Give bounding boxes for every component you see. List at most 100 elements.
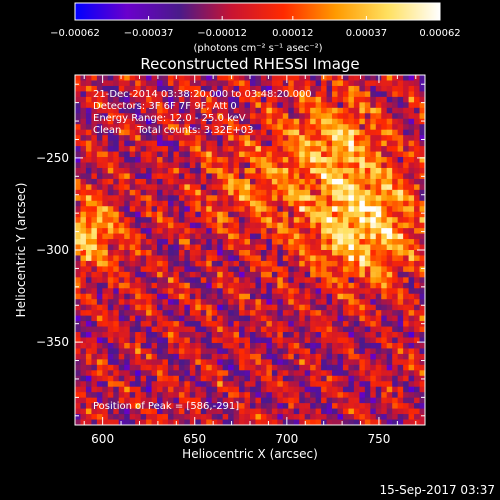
- heatmap-cell: [244, 239, 251, 245]
- heatmap-cell: [228, 146, 234, 152]
- heatmap-cell: [113, 260, 120, 267]
- heatmap-cell: [244, 299, 251, 306]
- heatmap-cell: [359, 293, 366, 300]
- heatmap-cell: [135, 364, 142, 371]
- heatmap-cell: [107, 386, 114, 393]
- heatmap-cell: [321, 173, 327, 180]
- heatmap-cell: [342, 244, 349, 251]
- heatmap-cell: [167, 315, 174, 322]
- heatmap-cell: [337, 304, 344, 311]
- heatmap-cell: [211, 315, 218, 322]
- heatmap-cell: [200, 299, 207, 306]
- heatmap-cell: [85, 107, 92, 114]
- heatmap-cell: [146, 211, 152, 218]
- heatmap-cell: [370, 200, 377, 207]
- heatmap-cell: [250, 80, 256, 87]
- heatmap-cell: [162, 321, 169, 327]
- heatmap-cell: [217, 288, 224, 295]
- heatmap-cell: [293, 189, 300, 196]
- heatmap-cell: [200, 348, 207, 355]
- heatmap-cell: [315, 162, 322, 169]
- heatmap-cell: [364, 228, 371, 234]
- heatmap-cell: [113, 342, 120, 349]
- heatmap-cell: [326, 364, 333, 371]
- heatmap-cell: [206, 348, 213, 355]
- heatmap-cell: [260, 211, 267, 218]
- heatmap-cell: [178, 375, 185, 382]
- heatmap-cell: [189, 129, 196, 136]
- heatmap-cell: [146, 359, 152, 366]
- heatmap-cell: [386, 386, 393, 393]
- heatmap-cell: [332, 140, 338, 147]
- heatmap-cell: [206, 118, 213, 125]
- heatmap-cell: [337, 293, 344, 300]
- heatmap-cell: [293, 211, 300, 218]
- heatmap-cell: [107, 217, 114, 224]
- heatmap-cell: [419, 392, 426, 399]
- heatmap-cell: [167, 359, 174, 366]
- heatmap-cell: [403, 233, 409, 240]
- heatmap-cell: [266, 222, 273, 229]
- heatmap-cell: [211, 129, 218, 136]
- heatmap-cell: [140, 151, 147, 158]
- heatmap-cell: [271, 140, 278, 147]
- heatmap-cell: [162, 222, 169, 229]
- heatmap-cell: [206, 326, 213, 333]
- heatmap-cell: [107, 332, 114, 338]
- heatmap-cell: [260, 189, 267, 196]
- heatmap-cell: [206, 250, 213, 256]
- heatmap-cell: [414, 107, 420, 114]
- heatmap-cell: [233, 102, 240, 109]
- heatmap-cell: [271, 146, 278, 152]
- heatmap-cell: [250, 370, 256, 377]
- heatmap-cell: [414, 414, 420, 420]
- heatmap-cell: [162, 381, 169, 388]
- heatmap-cell: [321, 146, 327, 152]
- heatmap-cell: [151, 326, 158, 333]
- heatmap-cell: [266, 321, 273, 327]
- heatmap-cell: [75, 239, 81, 245]
- heatmap-cell: [293, 157, 300, 163]
- heatmap-cell: [195, 304, 202, 311]
- heatmap-cell: [337, 206, 344, 213]
- heatmap-cell: [206, 414, 213, 420]
- heatmap-cell: [211, 244, 218, 251]
- heatmap-cell: [211, 157, 218, 163]
- heatmap-cell: [124, 271, 131, 278]
- heatmap-cell: [91, 167, 98, 174]
- heatmap-cell: [375, 310, 382, 317]
- heatmap-cell: [364, 162, 371, 169]
- heatmap-cell: [102, 151, 109, 158]
- heatmap-cell: [321, 353, 327, 360]
- heatmap-cell: [233, 386, 240, 393]
- heatmap-cell: [260, 151, 267, 158]
- heatmap-cell: [80, 135, 87, 142]
- heatmap-cell: [419, 266, 426, 273]
- heatmap-cell: [359, 271, 366, 278]
- heatmap-cell: [162, 80, 169, 87]
- heatmap-cell: [288, 184, 295, 191]
- heatmap-cell: [271, 96, 278, 103]
- heatmap-cell: [228, 222, 234, 229]
- heatmap-cell: [403, 381, 409, 388]
- heatmap-cell: [233, 364, 240, 371]
- heatmap-cell: [250, 135, 256, 142]
- heatmap-cell: [195, 419, 202, 426]
- heatmap-cell: [332, 96, 338, 103]
- heatmap-cell: [342, 173, 349, 180]
- heatmap-cell: [107, 288, 114, 295]
- heatmap-cell: [304, 381, 311, 388]
- heatmap-cell: [293, 244, 300, 251]
- heatmap-cell: [260, 332, 267, 338]
- heatmap-cell: [107, 364, 114, 371]
- heatmap-cell: [277, 348, 284, 355]
- heatmap-cell: [288, 348, 295, 355]
- heatmap-cell: [118, 85, 125, 92]
- heatmap-cell: [244, 326, 251, 333]
- heatmap-cell: [200, 178, 207, 185]
- heatmap-cell: [375, 293, 382, 300]
- heatmap-cell: [91, 370, 98, 377]
- heatmap-cell: [293, 321, 300, 327]
- heatmap-cell: [91, 282, 98, 289]
- heatmap-cell: [124, 222, 131, 229]
